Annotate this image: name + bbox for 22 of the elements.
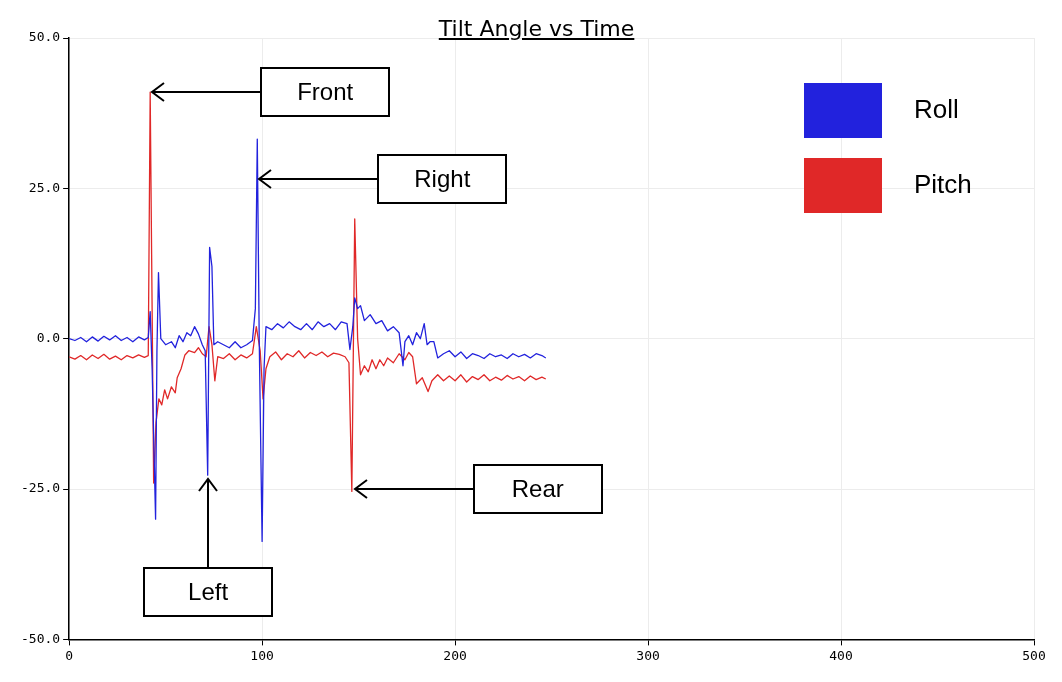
annotation: Rear <box>511 475 564 504</box>
legend-label: Roll <box>914 93 959 124</box>
annotation: Front <box>297 78 354 107</box>
annotation: Left <box>188 578 229 607</box>
y-tick-label: 25.0 <box>28 179 61 195</box>
text-box: Right <box>377 154 508 205</box>
x-tick-label: 400 <box>829 647 853 663</box>
y-tick-label: 50.0 <box>28 29 61 45</box>
y-tick-label: 0.0 <box>36 330 61 346</box>
x-tick-label: 500 <box>1022 647 1046 663</box>
text-box: Rear <box>472 464 603 515</box>
legend-label: Pitch <box>914 168 972 199</box>
chart-title: Tilt Angle vs Time <box>438 16 635 42</box>
x-tick-label: 300 <box>636 647 660 663</box>
y-tick-label: -50.0 <box>20 630 61 646</box>
x-tick-label: 100 <box>250 647 274 663</box>
annotation: Right <box>414 165 471 194</box>
text-box: Left <box>143 567 274 617</box>
x-tick-label: 0 <box>65 647 74 663</box>
text-box: Front <box>260 67 391 118</box>
y-tick-label: -25.0 <box>20 480 61 496</box>
x-tick-label: 200 <box>443 647 467 663</box>
